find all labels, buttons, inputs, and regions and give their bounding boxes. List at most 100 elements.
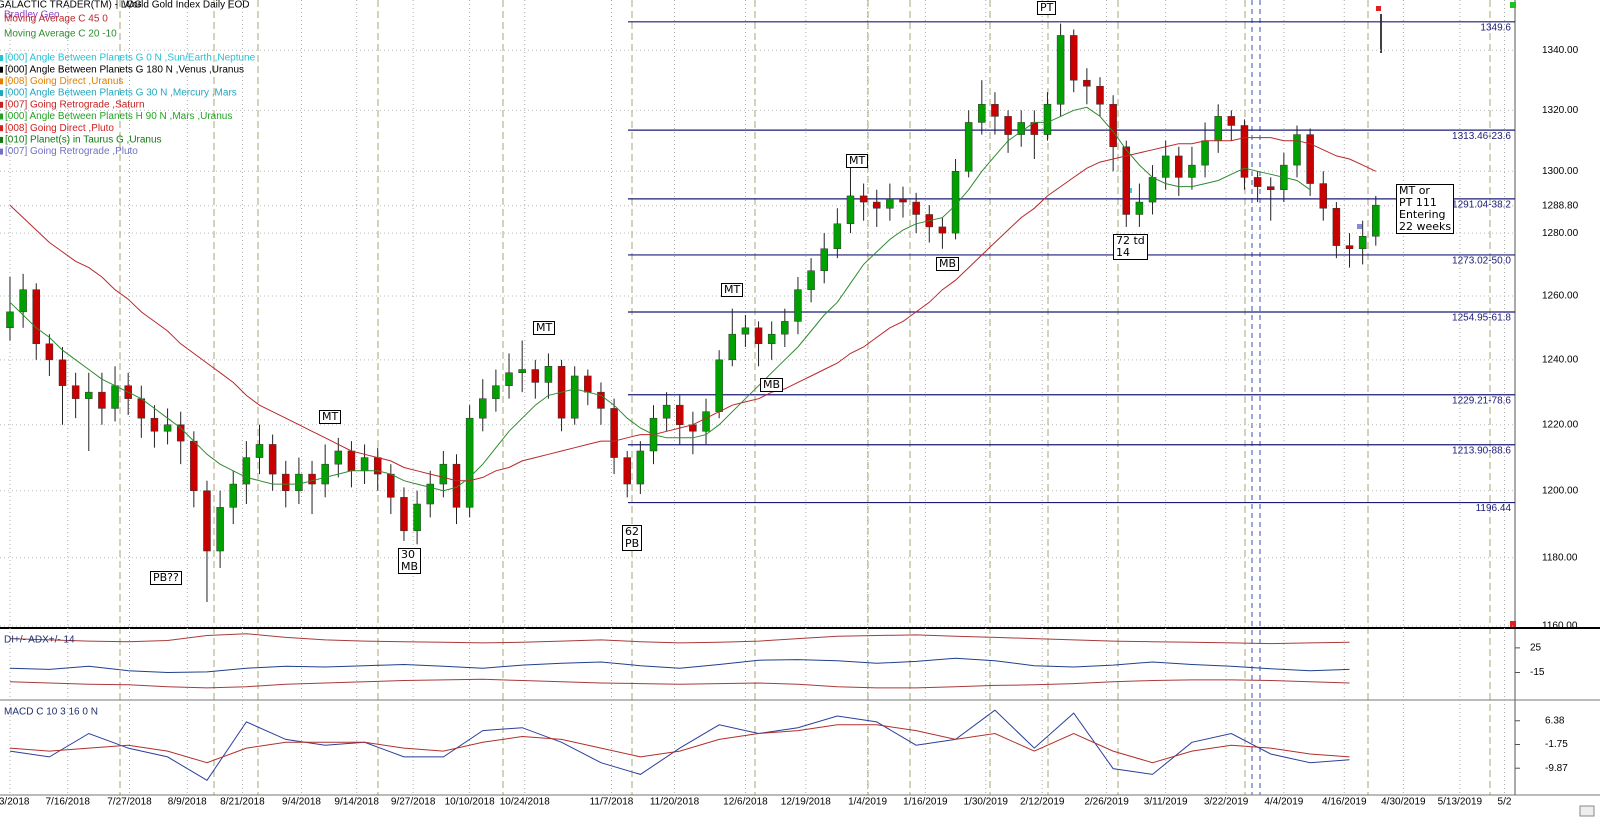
candle-body [610, 408, 618, 458]
x-tick-label: 10/10/2018 [445, 797, 495, 808]
candle-body [767, 333, 776, 345]
legend-entry: Moving Average C 20 -10 [4, 29, 117, 40]
annotation-text: MT [849, 154, 866, 167]
candle-body [1345, 245, 1354, 250]
series-line [9, 106, 1311, 492]
annotation: 62 PB [622, 525, 643, 551]
candle-body [111, 385, 119, 409]
candle-body [1319, 183, 1328, 209]
x-tick-label: 4/4/2019 [1264, 797, 1303, 808]
series-line [9, 657, 1350, 674]
x-tick-label: 4/16/2019 [1322, 797, 1367, 808]
candle-body [45, 343, 54, 361]
candle-body [465, 417, 474, 508]
x-tick-label: 8/9/2018 [168, 797, 207, 808]
x-tick-label: 3/11/2019 [1144, 797, 1188, 808]
y-tick-label: 1240.00 [1542, 354, 1579, 365]
annotation: MT [846, 154, 869, 168]
annotation-text: PB?? [153, 571, 179, 584]
candle-body [794, 289, 802, 322]
candle-body [1372, 204, 1380, 237]
annotation-text: PB [625, 537, 640, 550]
candle-body [347, 450, 356, 472]
x-tick-label: 1/16/2019 [903, 797, 948, 808]
candle-body [886, 198, 894, 209]
app-title: GALACTIC TRADER(TM) - LOG [0, 0, 142, 11]
x-tick-label: 7/16/2018 [46, 797, 91, 808]
candle-body [334, 450, 343, 465]
candle-body [728, 333, 737, 361]
annotation: 30 MB [398, 548, 422, 574]
candle-body [1069, 35, 1078, 81]
study-swatch [0, 66, 3, 73]
y-tick-label: 25 [1530, 643, 1542, 654]
candle-body [308, 473, 316, 485]
chart-title: World Gold Index Daily EOD [123, 0, 250, 11]
candle-body [19, 289, 27, 313]
candle-body [518, 369, 526, 373]
annotation: PT [1037, 1, 1057, 15]
candle-body [1306, 134, 1314, 184]
panel-title: DI+/- ADX+/- 14 [4, 635, 75, 646]
candle-body [71, 385, 80, 399]
annotation: MT [319, 410, 342, 424]
candle-body [1109, 104, 1117, 148]
study-swatch [0, 78, 3, 85]
candle-body [229, 483, 237, 508]
candle-body [1175, 155, 1183, 178]
candle-body [623, 457, 631, 485]
annotation-text: MB [763, 378, 781, 391]
level-label: 1196.44 [1476, 503, 1512, 514]
x-tick-label: 5/13/2019 [1438, 797, 1483, 808]
candle-body [1043, 104, 1052, 135]
candle-body [387, 473, 395, 498]
annotation-text: 30 [401, 548, 415, 561]
annotation: MB [936, 257, 960, 271]
tf-button[interactable] [1579, 805, 1595, 817]
candle-body [400, 497, 408, 532]
y-tick-label: 6.38 [1545, 715, 1565, 726]
candle-body [1240, 125, 1249, 178]
candle-body [452, 463, 461, 508]
study-entry: [000] Angle Between Planets G 30 N ,Merc… [5, 88, 237, 99]
y-tick-label: 1180.00 [1542, 552, 1578, 563]
x-tick-label: 8/21/2018 [220, 797, 265, 808]
annotation-text: 72 td [1116, 234, 1145, 247]
candle-body [98, 391, 106, 409]
x-tick-label: 5/2 [1498, 797, 1512, 808]
candle-body [1358, 236, 1367, 250]
candle-body [150, 417, 159, 432]
candle-body [439, 463, 448, 485]
annotation: PB?? [150, 571, 182, 585]
candle-body [531, 369, 540, 383]
x-tick-label: 1/4/2019 [848, 797, 887, 808]
annotation-text: MT or [1399, 184, 1430, 197]
annotation-text: MB [939, 257, 957, 270]
candle-body [912, 201, 920, 215]
candle-body [255, 444, 264, 458]
candle-body [781, 321, 789, 335]
candle-body [85, 391, 93, 399]
study-entry: [000] Angle Between Planets G 180 N ,Ven… [5, 64, 244, 75]
candle-body [872, 201, 881, 209]
marker [1510, 621, 1516, 627]
y-tick-label: 1160.00 [1542, 621, 1578, 632]
y-tick-label: 1260.00 [1542, 291, 1579, 302]
level-label: 1229.21-78.6 [1452, 395, 1511, 406]
x-tick-label: 2/26/2019 [1084, 797, 1129, 808]
candle-body [662, 404, 671, 419]
y-tick-label: -1.75 [1545, 739, 1568, 750]
candle-body [951, 171, 960, 234]
study-swatch [0, 90, 3, 97]
annotation: 72 td 14 [1113, 234, 1148, 260]
candle-body [846, 195, 855, 225]
marker [1510, 2, 1516, 8]
study-entry: [010] Planet(s) in Taurus G ,Uranus [5, 135, 162, 146]
candle-body [676, 404, 684, 425]
candle-body [1122, 146, 1131, 215]
candle-body [176, 424, 185, 442]
candle-body [899, 198, 907, 203]
candle-body [754, 327, 763, 345]
candle-body [163, 424, 172, 432]
candle-body [32, 289, 40, 345]
